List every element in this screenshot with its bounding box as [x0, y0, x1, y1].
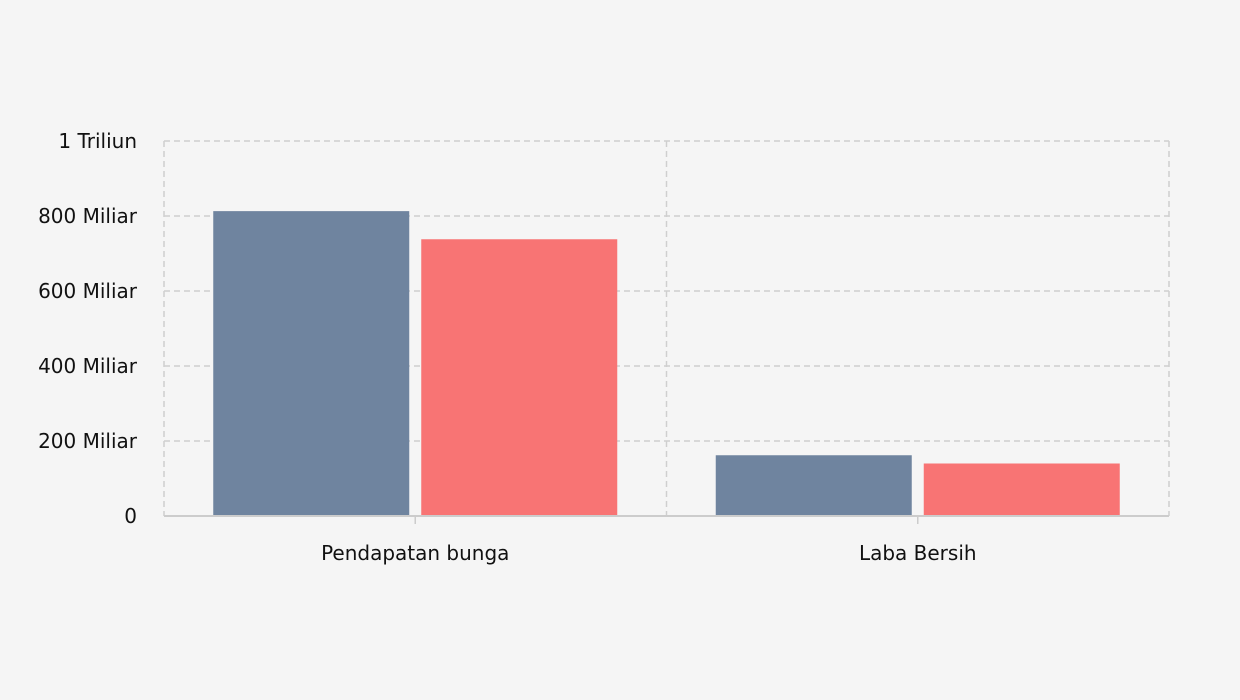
- y-tick-label: 400 Miliar: [38, 354, 138, 378]
- grid-layer: [163, 140, 1170, 516]
- bar-series-1-pendapatan-bunga[interactable]: [213, 211, 410, 516]
- bars-layer: [213, 211, 1120, 516]
- y-tick-label: 200 Miliar: [38, 429, 138, 453]
- bar-series-1-laba-bersih[interactable]: [715, 455, 912, 516]
- bar-series-2-laba-bersih[interactable]: [923, 463, 1120, 517]
- y-tick-label: 600 Miliar: [38, 279, 138, 303]
- y-tick-label: 0: [124, 504, 137, 528]
- x-category-label: Pendapatan bunga: [321, 541, 509, 565]
- x-category-label: Laba Bersih: [859, 541, 977, 565]
- axis-layer: [164, 515, 1169, 524]
- y-tick-label: 800 Miliar: [38, 204, 138, 228]
- label-layer: 0 200 Miliar 400 Miliar 600 Miliar 800 Milia…: [38, 129, 976, 565]
- bar-series-2-pendapatan-bunga[interactable]: [421, 239, 618, 516]
- y-tick-label: 1 Triliun: [58, 129, 137, 153]
